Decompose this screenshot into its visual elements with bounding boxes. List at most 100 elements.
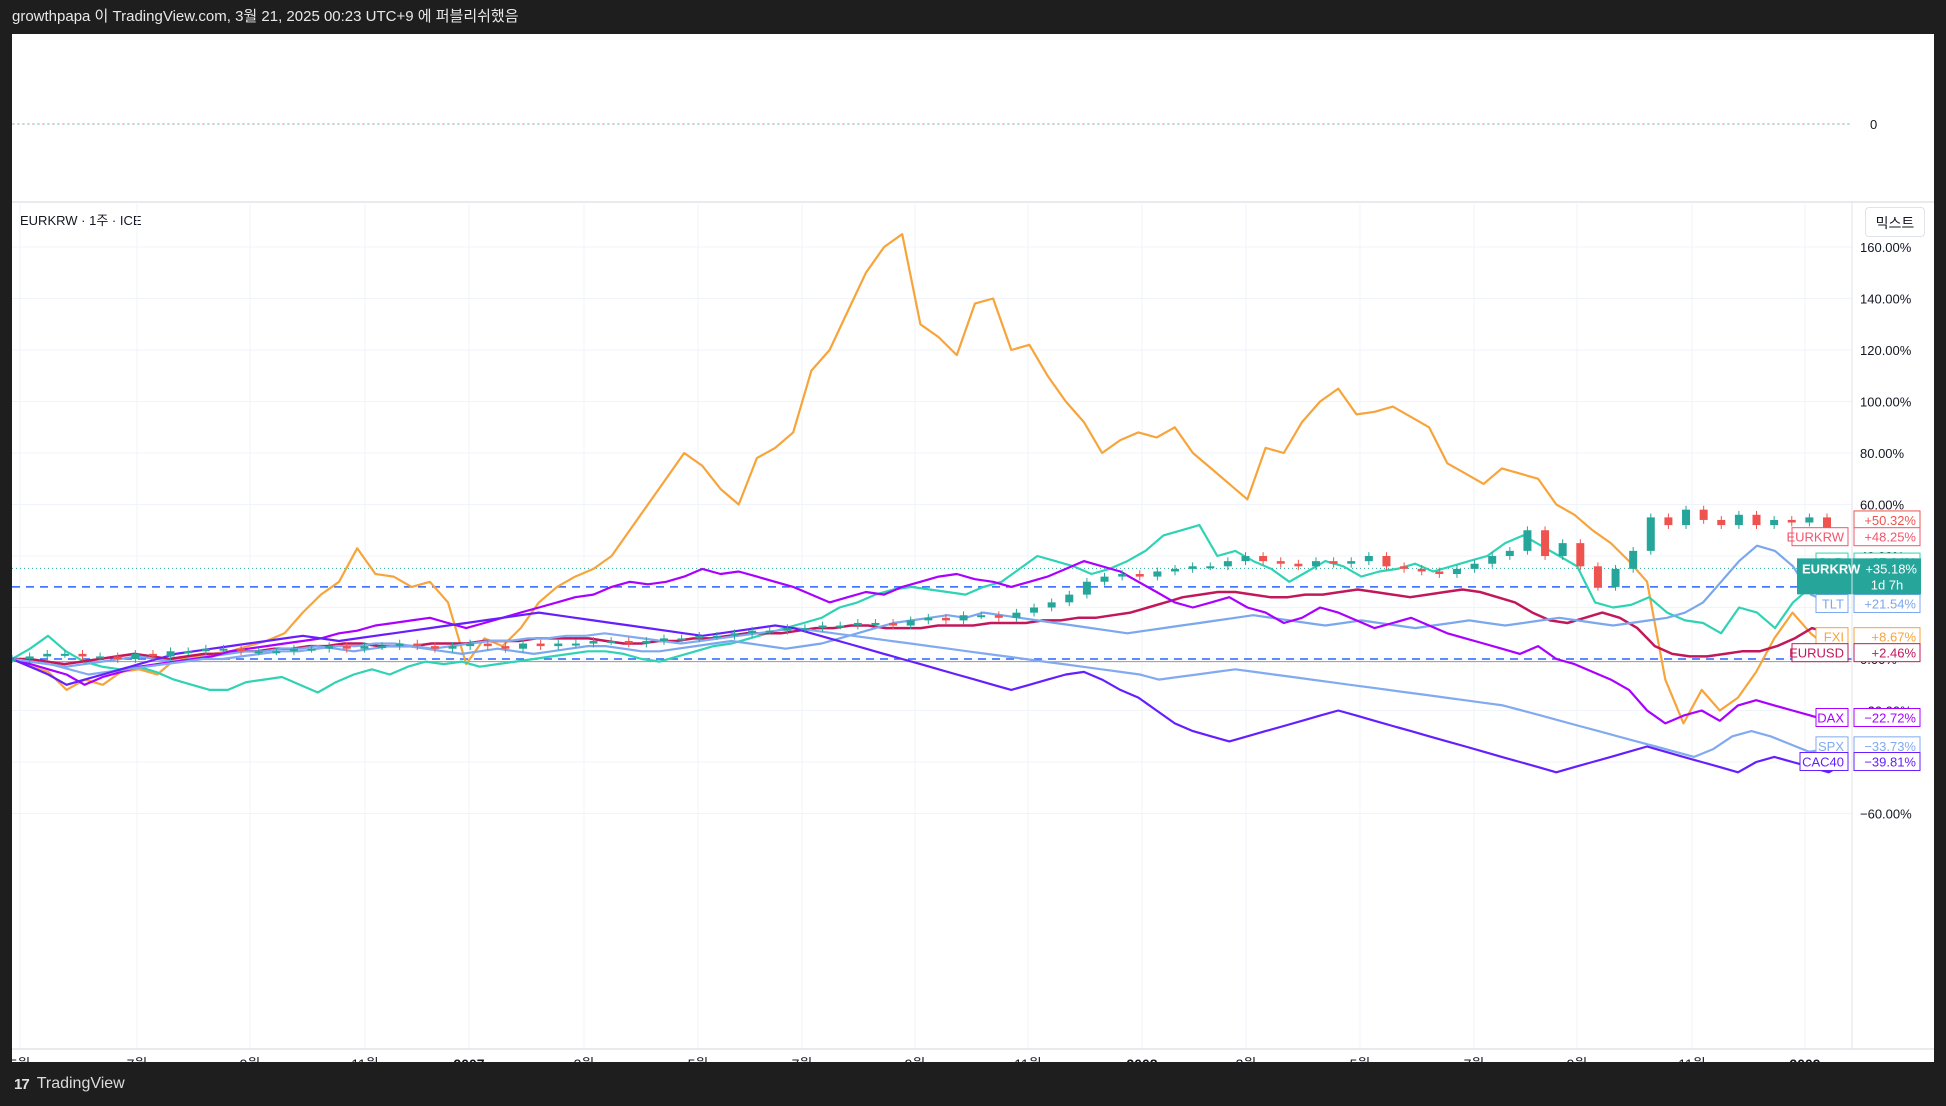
candle-body [113, 656, 122, 659]
candle-body [853, 622, 862, 626]
x-tick-label: 11월 [1678, 1056, 1705, 1062]
candle-body [783, 628, 792, 631]
indicator-pane: 0 [12, 117, 1934, 203]
candle-body [1223, 561, 1232, 567]
candle-body [342, 646, 351, 649]
y-tick-label: 160.00% [1860, 240, 1912, 255]
candle-body [941, 617, 950, 621]
candle-body [325, 646, 334, 649]
badge-name-text: TLT [1822, 597, 1844, 612]
candle-body [483, 643, 492, 647]
candle-body [1171, 568, 1180, 572]
series-line-dax [12, 559, 1848, 725]
last-price-value: +35.18% [1865, 561, 1917, 576]
candle-body [765, 630, 774, 633]
y-tick-label: 120.00% [1860, 343, 1912, 358]
x-tick-label: 5월 [1350, 1056, 1371, 1062]
candle-body [1541, 530, 1550, 556]
candle-body [1135, 574, 1144, 577]
y-tick-label: 100.00% [1860, 395, 1912, 410]
candle-body [624, 640, 633, 644]
mix-scale-button[interactable]: 믹스트 [1865, 207, 1925, 237]
candle-body [554, 643, 563, 647]
candle-body [712, 635, 721, 638]
y-tick-label: 60.00% [1860, 498, 1905, 513]
candle-body [695, 635, 704, 639]
candle-body [148, 653, 157, 657]
grid-layer [12, 202, 1852, 1049]
badge-name-box [1815, 708, 1849, 728]
candle-body [1699, 509, 1708, 520]
candle-body [501, 646, 510, 649]
candle-body [1717, 519, 1726, 526]
badge-name-box [1799, 752, 1849, 772]
badge-value-text: +50.32% [1864, 513, 1916, 528]
candle-body [924, 617, 933, 621]
footer-bar: 17 TradingView [0, 1062, 1946, 1106]
candle-body [289, 648, 298, 652]
chart-frame[interactable]: 0 EURKRW · 1주 · ICE −60.00%−40.00%−20.00… [12, 34, 1934, 1062]
candle-body [378, 646, 387, 649]
candle-body [1452, 568, 1461, 575]
symbol-legend: EURKRW · 1주 · ICE [20, 213, 142, 228]
badge-name-box [1791, 643, 1849, 663]
chart-canvas[interactable]: 0 EURKRW · 1주 · ICE −60.00%−40.00%−20.00… [12, 34, 1934, 1062]
candle-body [166, 651, 175, 657]
candle-body [1347, 561, 1356, 564]
x-tick-label: 2007 [453, 1056, 484, 1062]
series-line-cac40 [12, 611, 1848, 774]
candle-body [519, 643, 528, 649]
tradingview-logo-icon: 17 [14, 1075, 30, 1093]
x-axis[interactable]: 5월 7월 9월 11월 2007 3월 5월 7월 9월 11월 2008 3월 5월 7월 9월 11월 2… [12, 1056, 1821, 1062]
badge-cac40: CAC40 −39.81% [1799, 752, 1921, 772]
candle-body [659, 638, 668, 641]
candle-body [1646, 517, 1655, 551]
candle-body [1329, 561, 1338, 564]
x-tick-label: 7월 [127, 1056, 148, 1062]
x-tick-label: 9월 [240, 1056, 261, 1062]
candle-body [977, 615, 986, 618]
candle-body [1364, 556, 1373, 562]
candle-body [589, 640, 598, 644]
candle-body [889, 622, 898, 626]
price-badges: +50.32%EURKRW+48.25%FXI+8.67%GLD+37.64%E… [1786, 510, 1921, 772]
x-tick-label: 3월 [1236, 1056, 1257, 1062]
candle-body [184, 651, 193, 654]
candle-body [959, 615, 968, 621]
badge-last-price: EURKRW +35.18%1d 7h [1797, 558, 1921, 595]
candle-body [536, 643, 545, 647]
candle-body [1523, 530, 1532, 551]
badge-name-text: FXI [1824, 630, 1844, 645]
candle-body [1400, 566, 1409, 569]
candle-body [1752, 514, 1761, 526]
candle-body [219, 648, 228, 651]
candle-body [1488, 556, 1497, 564]
badge-value-text: −33.73% [1864, 739, 1916, 754]
candle-body [1206, 566, 1215, 569]
candle-body [1558, 543, 1567, 556]
candle-body [1470, 563, 1479, 569]
candle-body [1294, 563, 1303, 567]
x-tick-label: 7월 [1464, 1056, 1485, 1062]
candle-body [607, 640, 616, 643]
candle-body [1611, 568, 1620, 587]
x-tick-label: 5월 [12, 1056, 30, 1062]
candle-body [1823, 517, 1831, 535]
candle-body [994, 615, 1003, 618]
candle-body [1311, 561, 1320, 567]
badge-name-box [1815, 594, 1849, 614]
candle-body [1629, 550, 1638, 569]
badge-value-text: −39.81% [1864, 755, 1916, 770]
last-price-box [1797, 558, 1921, 595]
candle-body [730, 633, 739, 636]
candle-body [201, 648, 210, 652]
candle-body [12, 659, 16, 661]
candle-body [1276, 561, 1285, 564]
candle-body [748, 630, 757, 634]
badge-value-box [1853, 752, 1921, 772]
candle-body [1065, 594, 1074, 603]
x-tick-label: 11월 [351, 1056, 378, 1062]
candle-body [571, 643, 580, 646]
badge-value-box [1853, 527, 1921, 547]
last-price-symbol: EURKRW [1802, 561, 1861, 576]
